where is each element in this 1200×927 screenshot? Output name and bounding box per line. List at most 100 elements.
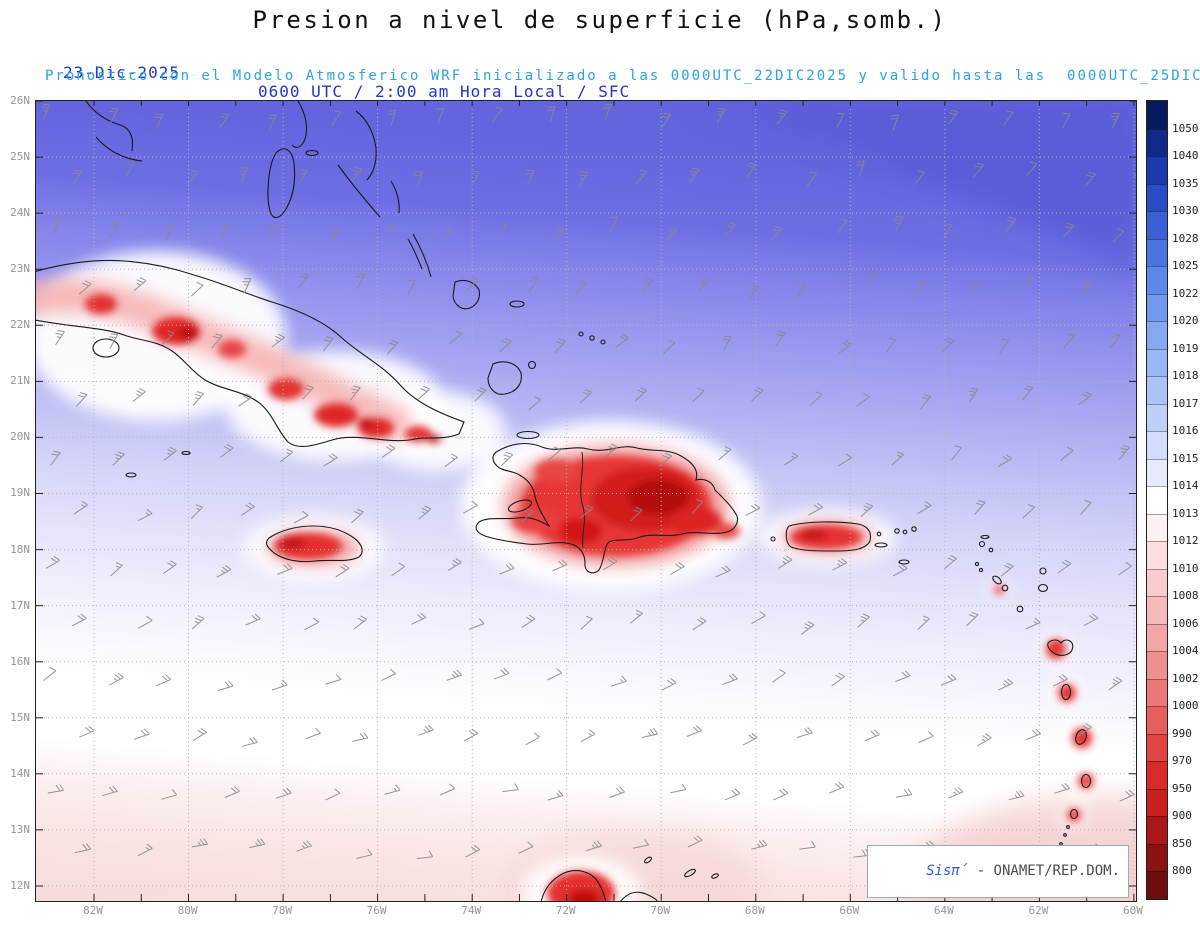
lat-label: 25N xyxy=(10,150,30,164)
st-kitts-coastline xyxy=(992,575,1002,585)
long-island-coastline xyxy=(407,233,432,278)
grand-cayman-coastline xyxy=(125,472,137,478)
colorbar-cell xyxy=(1147,183,1167,212)
colorbar-cell xyxy=(1147,293,1167,322)
jamaica-coastline xyxy=(265,525,363,563)
colorbar-cell xyxy=(1147,348,1167,377)
colorbar-label: 1010 xyxy=(1172,561,1200,575)
statia-coastline xyxy=(978,567,984,573)
little-inagua-coastline xyxy=(527,360,537,370)
lat-label: 24N xyxy=(10,206,30,220)
colorbar-cell xyxy=(1147,733,1167,762)
st-john-coastline xyxy=(902,529,908,535)
puerto-rico-coastline xyxy=(785,521,872,552)
colorbar-label: 1018 xyxy=(1172,369,1200,383)
grid-lines xyxy=(36,101,1136,901)
lat-label: 13N xyxy=(10,822,30,836)
colorbar-label: 1012 xyxy=(1172,534,1200,548)
lon-label: 72W xyxy=(555,904,576,917)
colorbar-label: 1002 xyxy=(1172,671,1200,685)
bonaire-coastline xyxy=(711,873,719,879)
axis-ticks xyxy=(36,101,1136,901)
colorbar-label: 1016 xyxy=(1172,424,1200,438)
credit-box: Sisπ́ - ONAMET/REP.DOM. xyxy=(866,845,1129,898)
turks-caicos-coastline xyxy=(578,331,584,337)
great-inagua-coastline xyxy=(487,361,522,395)
paraguana-coastline xyxy=(620,891,659,901)
antigua-coastline xyxy=(1037,583,1049,593)
haiti-dr-border xyxy=(580,451,585,549)
tortuga-coastline xyxy=(516,430,540,440)
colorbar-cell xyxy=(1147,238,1167,267)
colorbar-cell xyxy=(1147,101,1167,129)
st-martin-coastline xyxy=(978,540,986,548)
colorbar-cell xyxy=(1147,211,1167,239)
colorbar-label: 1015 xyxy=(1172,451,1200,465)
colorbar-label: 1006 xyxy=(1172,616,1200,630)
andros-coastline xyxy=(267,148,296,219)
colorbar-label: 1040 xyxy=(1172,149,1200,163)
colorbar-cell xyxy=(1147,843,1167,872)
st-lucia-coastline xyxy=(1080,773,1092,789)
wind-barbs xyxy=(41,104,1136,860)
lat-label: 21N xyxy=(10,374,30,388)
coastlines xyxy=(36,101,1092,901)
vieques-coastline xyxy=(874,542,888,548)
colorbar-label: 850 xyxy=(1172,836,1200,850)
mona-coastline xyxy=(770,536,776,542)
colorbar-label: 1025 xyxy=(1172,259,1200,273)
colorbar-label: 1017 xyxy=(1172,396,1200,410)
colorbar-cell xyxy=(1147,678,1167,707)
colorbar-cell xyxy=(1147,651,1167,679)
credit-logo: Sisπ́ xyxy=(926,863,977,879)
st-croix-coastline xyxy=(898,559,910,565)
lon-label: 78W xyxy=(272,904,293,917)
colorbar-cell xyxy=(1147,568,1167,597)
colorbar-cell xyxy=(1147,788,1167,817)
colorbar-label: 1050 xyxy=(1172,121,1200,135)
barbuda-coastline xyxy=(1039,567,1047,575)
lat-label: 15N xyxy=(10,710,30,724)
colorbar-label: 1028 xyxy=(1172,231,1200,245)
lat-label: 19N xyxy=(10,486,30,500)
tortola-coastline xyxy=(911,526,917,532)
colorbar-cell xyxy=(1147,376,1167,404)
colorbar-cell xyxy=(1147,486,1167,514)
colorbar-label: 1013 xyxy=(1172,506,1200,520)
lon-label: 76W xyxy=(366,904,387,917)
forecast-time: 0600 UTC / 2:00 am Hora Local / SFC xyxy=(258,82,631,101)
colorbar-cell xyxy=(1147,266,1167,294)
st-vincent-coastline xyxy=(1069,808,1079,820)
grenadines-coastline xyxy=(1066,825,1070,829)
montserrat-coastline xyxy=(1016,605,1024,613)
isla-juventud-coastline xyxy=(92,338,120,358)
lat-label: 17N xyxy=(10,598,30,612)
colorbar-cell xyxy=(1147,156,1167,184)
colorbar-cell xyxy=(1147,596,1167,624)
pressure-shading xyxy=(36,101,1136,901)
colorbar-label: 1020 xyxy=(1172,314,1200,328)
florida-coastline xyxy=(85,101,134,152)
forecast-subtitle: 23-Dic-2025 0600 UTC / 2:00 am Hora Loca… xyxy=(0,44,1200,101)
pressure-map-graphic xyxy=(36,101,1136,901)
guajira-coastline xyxy=(540,870,607,901)
mayaguana-coastline xyxy=(509,300,525,308)
martinique-coastline xyxy=(1075,729,1087,745)
anguilla-coastline xyxy=(980,534,990,540)
colorbar-cell xyxy=(1147,816,1167,844)
lon-label: 82W xyxy=(83,904,103,917)
lat-label: 26N xyxy=(10,94,30,107)
hispaniola-coastline xyxy=(475,442,739,574)
colorbar-cell xyxy=(1147,541,1167,569)
colorbar-label: 1004 xyxy=(1172,644,1200,658)
colorbar-label: 1000 xyxy=(1172,699,1200,713)
florida-keys-coastline xyxy=(95,136,143,162)
colorbar-cell xyxy=(1147,513,1167,542)
colorbar-cell xyxy=(1147,403,1167,432)
st-thomas-coastline xyxy=(894,528,900,534)
curacao-coastline xyxy=(684,868,696,878)
culebra-coastline xyxy=(876,531,882,537)
colorbar-cell xyxy=(1147,321,1167,349)
lon-label: 68W xyxy=(744,904,765,917)
